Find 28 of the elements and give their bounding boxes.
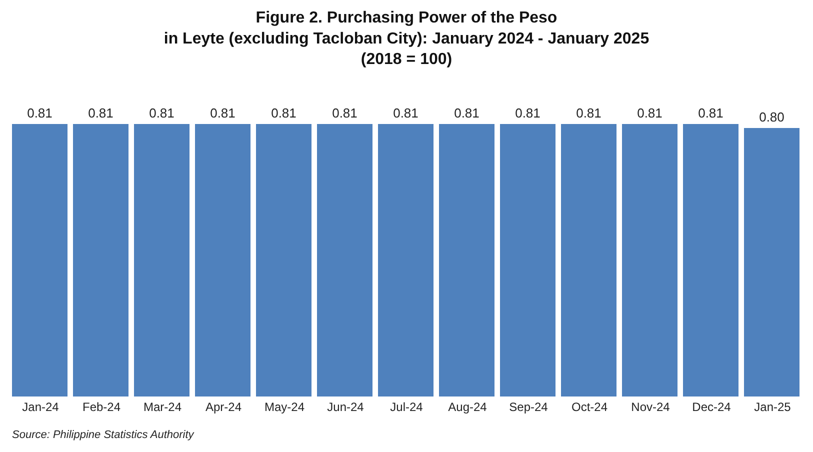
data-label: 0.81 (393, 105, 418, 120)
x-tick-label: Sep-24 (509, 400, 548, 414)
chart-title: Figure 2. Purchasing Power of the Peso in Leyte (excluding Tacloban City): January 2024 - January 2025 (2018 = 100) (164, 10, 650, 68)
x-tick-label: Nov-24 (631, 400, 670, 414)
data-label: 0.81 (210, 105, 236, 120)
x-tick-label: Jan-24 (22, 400, 60, 414)
x-tick-label: Mar-24 (143, 400, 182, 414)
data-label: 0.80 (759, 109, 784, 124)
data-label: 0.81 (88, 105, 114, 120)
x-tick-label: Jul-24 (390, 400, 424, 414)
data-label: 0.81 (637, 105, 662, 120)
data-label: 0.81 (515, 105, 540, 120)
data-label: 0.81 (454, 105, 480, 120)
x-tick-label: Jun-24 (327, 400, 364, 414)
data-label: 0.81 (271, 105, 296, 120)
x-tick-label: Apr-24 (205, 400, 242, 414)
data-label: 0.81 (27, 105, 52, 120)
data-label: 0.81 (332, 105, 358, 120)
x-tick-label: Feb-24 (82, 400, 121, 414)
x-tick-label: May-24 (264, 400, 305, 414)
data-label: 0.81 (698, 105, 724, 120)
data-label: 0.81 (149, 105, 174, 120)
x-tick-label: Oct-24 (571, 400, 608, 414)
x-tick-label: Aug-24 (448, 400, 488, 414)
source-note: Source: Philippine Statistics Authority (12, 429, 196, 441)
x-tick-label: Dec-24 (692, 400, 732, 414)
x-tick-label: Jan-25 (754, 400, 792, 414)
data-label: 0.81 (576, 105, 602, 120)
